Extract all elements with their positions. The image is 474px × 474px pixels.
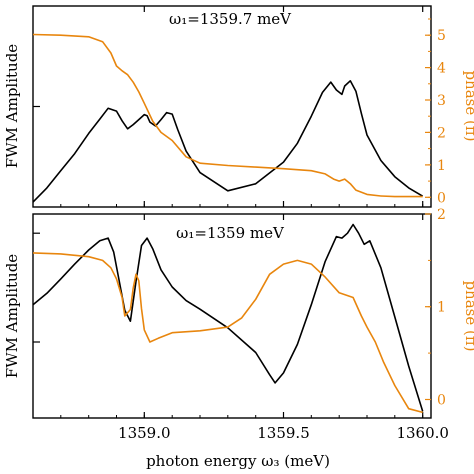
bottom-amplitude-curve xyxy=(32,223,424,412)
right-axis-tick-label: 5 xyxy=(437,28,446,44)
x-tick-label: 1359.0 xyxy=(118,424,171,442)
top-amplitude-curve xyxy=(32,80,424,203)
bottom-panel-frame xyxy=(32,213,432,419)
right-axis-tick-label: 4 xyxy=(437,61,446,77)
top-panel: 0 1 2 3 4 5 ω₁=1359.7 meV FWM Amplitude phase… xyxy=(3,5,474,208)
bottom-panel-title: ω₁=1359 meV xyxy=(176,224,285,242)
x-tick-label: 1359.5 xyxy=(257,424,310,442)
x-axis-label: photon energy ω₃ (meV) xyxy=(146,452,330,470)
right-axis-tick-label: 2 xyxy=(437,125,446,141)
right-axis-tick-label: 0 xyxy=(437,190,446,206)
right-axis-tick-label: 1 xyxy=(437,300,446,316)
top-phase-curve xyxy=(32,33,423,198)
bottom-phase-curve xyxy=(32,252,423,414)
bottom-right-axis-label: phase (π) xyxy=(462,280,474,351)
right-axis-tick-label: 2 xyxy=(437,207,446,223)
right-axis-tick-label: 3 xyxy=(437,93,446,109)
x-tick-label: 1360.0 xyxy=(396,424,449,442)
top-panel-ticks: 0 1 2 3 4 5 xyxy=(32,6,446,207)
right-axis-tick-label: 0 xyxy=(437,393,446,409)
right-axis-tick-label: 1 xyxy=(437,158,446,174)
bottom-left-axis-label: FWM Amplitude xyxy=(3,254,21,378)
top-right-axis-label: phase (π) xyxy=(462,70,474,141)
top-panel-title: ω₁=1359.7 meV xyxy=(169,10,292,28)
top-left-axis-label: FWM Amplitude xyxy=(3,44,21,168)
bottom-panel-ticks: 1359.0 1359.5 1360.0 0 1 2 xyxy=(32,207,449,442)
bottom-panel: 1359.0 1359.5 1360.0 0 1 2 ω₁=1359 meV FWM Am… xyxy=(3,207,474,442)
